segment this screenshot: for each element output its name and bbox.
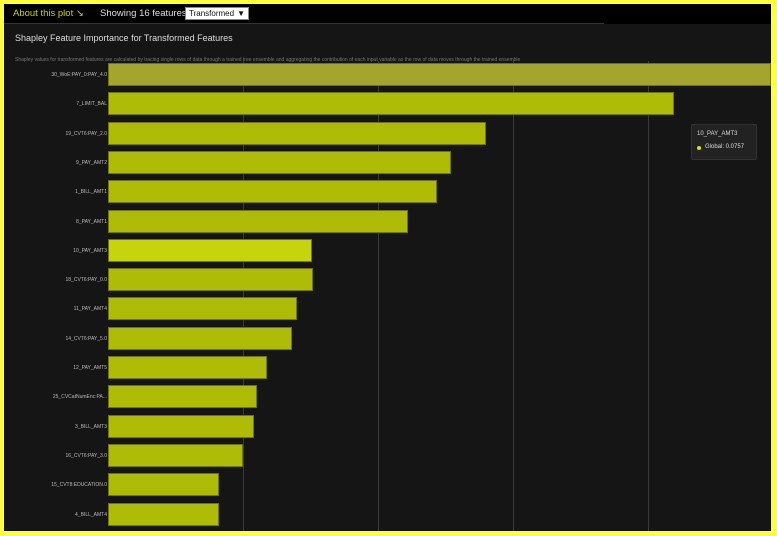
bar-row[interactable]: 12_PAY_AMT5 bbox=[4, 356, 771, 385]
feature-bar[interactable] bbox=[108, 63, 771, 86]
bar-row[interactable]: 14_CVT6:PAY_5.0 bbox=[4, 326, 771, 356]
bar-row[interactable]: 4_BILL_AMT4 bbox=[4, 502, 771, 532]
chart-panel: Shapley Feature Importance for Transform… bbox=[4, 24, 771, 531]
feature-label: 15_CVT8:EDUCATION.0 bbox=[51, 482, 107, 489]
feature-bar[interactable] bbox=[108, 356, 268, 379]
bar-row[interactable]: 3_BILL_AMT3 bbox=[4, 414, 771, 444]
feature-type-selected: Transformed bbox=[189, 9, 235, 18]
feature-label: 16_CVT6:PAY_3.0 bbox=[65, 452, 107, 459]
bar-row[interactable]: 10_PAY_AMT3 bbox=[4, 238, 771, 268]
tooltip-feature: 10_PAY_AMT3 bbox=[697, 131, 738, 137]
bar-row[interactable]: 9_PAY_AMT2 bbox=[4, 150, 771, 180]
feature-type-select[interactable]: Transformed ▼ bbox=[185, 7, 249, 20]
chart-title: Shapley Feature Importance for Transform… bbox=[15, 33, 233, 43]
feature-bar[interactable] bbox=[108, 268, 314, 292]
top-bar: About this plot ↘ Showing 16 features: T… bbox=[4, 4, 604, 24]
bar-row[interactable]: 11_PAY_AMT4 bbox=[4, 297, 771, 326]
feature-bar[interactable] bbox=[108, 238, 313, 262]
bar-row[interactable]: 25_CVCatNumEnc:PA... bbox=[4, 385, 771, 414]
tooltip-value: Global: 0.0757 bbox=[705, 144, 745, 150]
feature-label: 7_LIMIT_BAL bbox=[76, 101, 107, 108]
feature-label: 30_WoE:PAY_0:PAY_4.0 bbox=[51, 72, 107, 78]
feature-label: 19_CVT6:PAY_2.0 bbox=[65, 130, 107, 137]
feature-label: 1_BILL_AMT1 bbox=[75, 189, 107, 196]
feature-bar[interactable] bbox=[108, 209, 408, 233]
gridline bbox=[243, 61, 244, 531]
feature-label: 11_PAY_AMT4 bbox=[73, 306, 107, 313]
bar-row[interactable]: 15_CVT8:EDUCATION.0 bbox=[4, 473, 771, 502]
feature-bar[interactable] bbox=[108, 414, 254, 438]
chevron-down-icon: ▼ bbox=[237, 9, 245, 18]
feature-bar[interactable] bbox=[108, 297, 297, 321]
feature-label: 25_CVCatNumEnc:PA... bbox=[52, 394, 107, 401]
feature-bar[interactable] bbox=[108, 150, 451, 174]
feature-label: 3_BILL_AMT3 bbox=[75, 423, 107, 430]
feature-bar[interactable] bbox=[108, 473, 219, 497]
feature-label: 10_PAY_AMT3 bbox=[73, 247, 107, 254]
feature-bar[interactable] bbox=[108, 502, 219, 526]
chart-subtitle: Shapley values for transformed features … bbox=[15, 57, 521, 63]
legend-dot-icon bbox=[697, 146, 701, 150]
feature-label: 4_BILL_AMT4 bbox=[75, 511, 107, 518]
bar-row[interactable]: 16_CVT6:PAY_3.0 bbox=[4, 443, 771, 473]
app-frame: About this plot ↘ Showing 16 features: T… bbox=[4, 4, 771, 531]
feature-label: 9_PAY_AMT2 bbox=[76, 159, 107, 166]
feature-bar[interactable] bbox=[108, 121, 486, 145]
feature-bar[interactable] bbox=[108, 443, 243, 467]
feature-label: 18_CVT6:PAY_0.0 bbox=[65, 277, 107, 284]
showing-features-label: Showing 16 features: bbox=[100, 8, 190, 19]
gridline bbox=[648, 61, 649, 531]
feature-label: 14_CVT6:PAY_5.0 bbox=[65, 335, 107, 342]
bar-row[interactable]: 19_CVT6:PAY_2.0 bbox=[4, 121, 771, 151]
bar-row[interactable]: 7_LIMIT_BAL bbox=[4, 92, 771, 121]
feature-label: 12_PAY_AMT5 bbox=[73, 365, 107, 371]
feature-bar[interactable] bbox=[108, 385, 257, 409]
gridline bbox=[378, 61, 379, 531]
bar-row[interactable]: 30_WoE:PAY_0:PAY_4.0 bbox=[4, 63, 771, 92]
bar-row[interactable]: 18_CVT6:PAY_0.0 bbox=[4, 268, 771, 297]
bar-row[interactable]: 1_BILL_AMT1 bbox=[4, 180, 771, 209]
bar-chart-plot: 30_WoE:PAY_0:PAY_4.0 7_LIMIT_BAL 19_CVT6:P… bbox=[4, 61, 771, 531]
feature-bar[interactable] bbox=[108, 326, 292, 350]
hover-tooltip: 10_PAY_AMT3 Global: 0.0757 bbox=[691, 124, 757, 160]
feature-bar[interactable] bbox=[108, 92, 674, 116]
gridline bbox=[513, 61, 514, 531]
bar-row[interactable]: 8_PAY_AMT1 bbox=[4, 209, 771, 239]
feature-bar[interactable] bbox=[108, 180, 438, 204]
about-this-plot-link[interactable]: About this plot ↘ bbox=[13, 8, 84, 19]
feature-label: 8_PAY_AMT1 bbox=[76, 218, 107, 225]
